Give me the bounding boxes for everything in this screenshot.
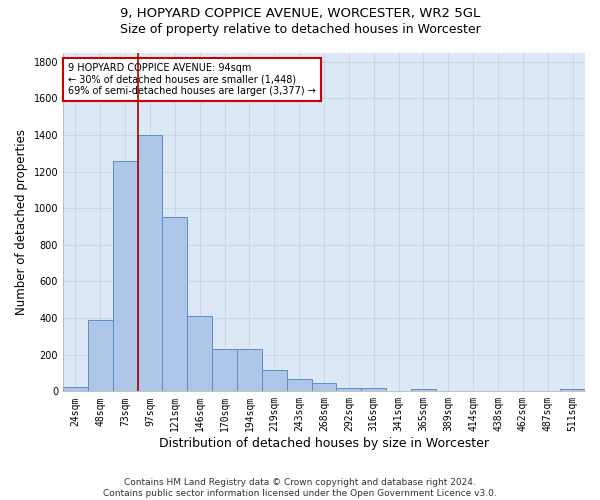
Bar [262, 370, 287, 392]
Bar [187, 316, 212, 392]
Text: Size of property relative to detached houses in Worcester: Size of property relative to detached ho… [119, 22, 481, 36]
Bar [237, 349, 262, 392]
Bar [113, 160, 137, 392]
Text: 9, HOPYARD COPPICE AVENUE, WORCESTER, WR2 5GL: 9, HOPYARD COPPICE AVENUE, WORCESTER, WR… [120, 8, 480, 20]
Bar [287, 380, 311, 392]
Bar [411, 388, 436, 392]
Bar [311, 383, 337, 392]
Text: Contains HM Land Registry data © Crown copyright and database right 2024.
Contai: Contains HM Land Registry data © Crown c… [103, 478, 497, 498]
Bar [137, 135, 163, 392]
Bar [337, 388, 361, 392]
Bar [560, 388, 585, 392]
Text: 9 HOPYARD COPPICE AVENUE: 94sqm
← 30% of detached houses are smaller (1,448)
69%: 9 HOPYARD COPPICE AVENUE: 94sqm ← 30% of… [68, 62, 316, 96]
Bar [88, 320, 113, 392]
Bar [361, 388, 386, 392]
Bar [163, 218, 187, 392]
X-axis label: Distribution of detached houses by size in Worcester: Distribution of detached houses by size … [159, 437, 489, 450]
Bar [212, 349, 237, 392]
Bar [63, 387, 88, 392]
Y-axis label: Number of detached properties: Number of detached properties [15, 129, 28, 315]
